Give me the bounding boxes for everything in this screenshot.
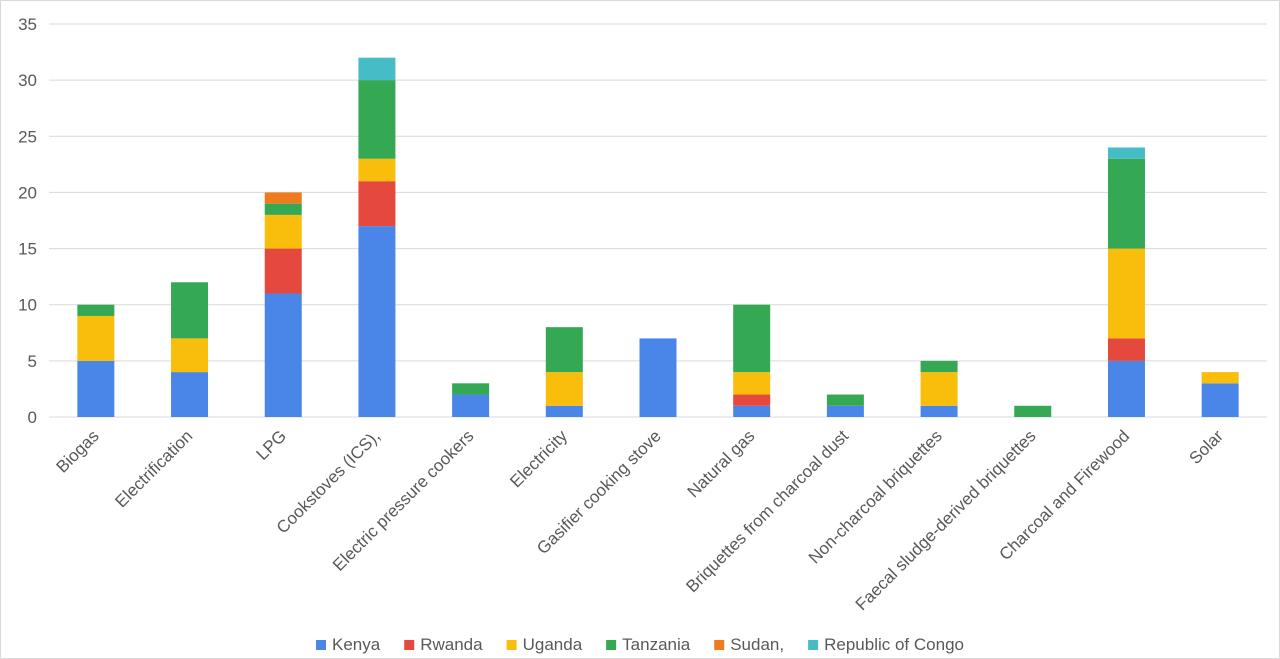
legend-swatch (714, 640, 725, 650)
bar-segment-uganda (920, 372, 958, 406)
bar-segment-republic-of-congo (358, 57, 396, 81)
legend-label: Rwanda (420, 635, 483, 654)
bar-segment-tanzania (452, 383, 490, 395)
bar-segment-uganda (264, 214, 302, 249)
bar-segment-kenya (639, 338, 677, 417)
x-category-label: Electricity (506, 426, 571, 491)
x-category-label: Solar (1185, 426, 1227, 468)
legend-item: Republic of Congo (808, 635, 964, 654)
legend-item: Tanzania (606, 635, 691, 654)
legend-swatch (506, 640, 517, 650)
gridlines (49, 23, 1267, 418)
y-tick-label: 10 (18, 296, 37, 315)
legend-swatch (404, 640, 415, 650)
legend-item: Rwanda (404, 635, 483, 654)
legend-swatch (808, 640, 819, 650)
x-category-label: LPG (253, 426, 290, 463)
bar-segment-uganda (1201, 372, 1239, 384)
y-tick-label: 15 (18, 240, 37, 259)
legend-item: Sudan, (714, 635, 784, 654)
legend-label: Sudan, (730, 635, 784, 654)
bar-segment-sudan (264, 192, 302, 204)
bar-segment-kenya (77, 360, 115, 417)
bar-segment-tanzania (1014, 405, 1052, 417)
y-tick-label: 5 (28, 352, 37, 371)
y-axis-ticks: 0 5 10 15 20 25 30 35 (18, 15, 37, 427)
bar-segment-tanzania (733, 304, 771, 373)
bar-segment-rwanda (1107, 338, 1145, 361)
bar-segment-tanzania (264, 203, 302, 215)
bar-segment-uganda (358, 158, 396, 182)
x-category-label: Faecal sludge-derived briquettes (852, 426, 1040, 614)
bar-segment-kenya (264, 293, 302, 417)
legend-label: Uganda (523, 635, 583, 654)
y-tick-label: 20 (18, 183, 37, 202)
x-category-label: Electrification (111, 426, 196, 511)
legend-label: Tanzania (622, 635, 691, 654)
y-tick-label: 35 (18, 15, 37, 34)
bar-segment-tanzania (1107, 158, 1145, 249)
bar-segment-kenya (920, 405, 958, 417)
bar-segment-kenya (452, 394, 490, 417)
bar-segment-kenya (1201, 383, 1239, 417)
legend-label: Republic of Congo (824, 635, 964, 654)
bar-segment-kenya (733, 405, 771, 417)
x-category-label: Natural gas (684, 426, 759, 501)
bar-segment-tanzania (920, 360, 958, 373)
bar-segment-uganda (545, 372, 583, 406)
y-tick-label: 25 (18, 127, 37, 146)
legend-item: Kenya (316, 635, 381, 654)
bar-segment-kenya (545, 405, 583, 417)
x-category-label: Cookstoves (ICS), (273, 426, 384, 537)
bar-segment-tanzania (171, 282, 209, 339)
bar-segment-uganda (1107, 248, 1145, 339)
bar-segment-tanzania (77, 304, 115, 316)
legend-item: Uganda (506, 635, 583, 654)
bar-segment-republic-of-congo (1107, 147, 1145, 159)
legend-swatch (606, 640, 617, 650)
bar-segment-kenya (358, 226, 396, 417)
bar-segment-uganda (171, 338, 209, 373)
legend-swatch (316, 640, 327, 650)
legend: Kenya Rwanda Uganda Tanzania Sudan, Republic … (316, 635, 964, 654)
bar-segment-tanzania (545, 327, 583, 373)
bar-segment-rwanda (264, 248, 302, 294)
bar-segment-tanzania (358, 80, 396, 159)
bar-segment-kenya (1107, 360, 1145, 417)
bar-segment-uganda (77, 315, 115, 361)
legend-label: Kenya (332, 635, 381, 654)
y-tick-label: 30 (18, 71, 37, 90)
bar-segment-kenya (826, 405, 864, 417)
bar-segment-rwanda (733, 394, 771, 406)
bar-segment-tanzania (826, 394, 864, 406)
bars (77, 57, 1239, 417)
bar-segment-uganda (733, 372, 771, 395)
y-tick-label: 0 (28, 408, 37, 427)
bar-segment-rwanda (358, 181, 396, 227)
x-category-label: Biogas (52, 426, 102, 476)
bar-segment-kenya (171, 372, 209, 417)
x-category-label: Briquettes from charcoal dust (682, 426, 852, 596)
